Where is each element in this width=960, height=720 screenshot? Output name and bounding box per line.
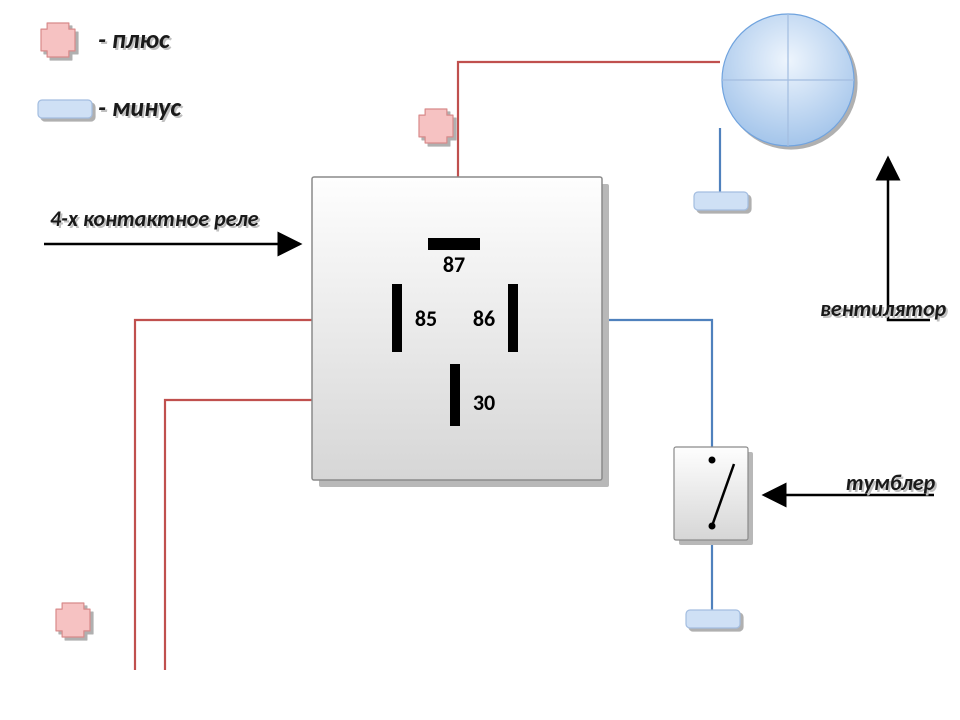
pin-86: [508, 284, 518, 352]
relay-label: 4-х контактное реле 4-х контактное реле: [50, 205, 261, 234]
diagram-canvas: 87 85 86 30 - плюс - плюс: [0, 0, 960, 720]
pin-87: [428, 238, 480, 250]
pin-85: [392, 284, 402, 352]
pin-85-label: 85: [415, 305, 437, 332]
svg-text:тумблер: тумблер: [846, 469, 936, 496]
legend-plus-label: - плюс - плюс: [98, 23, 172, 57]
pin-86-label: 86: [473, 305, 495, 332]
svg-text:- плюс: - плюс: [98, 23, 170, 55]
svg-text:- минус: - минус: [98, 91, 181, 123]
legend-plus-icon: [41, 23, 75, 57]
pin-30: [450, 364, 460, 426]
fan-label: вентилятор вентилятор: [820, 295, 949, 324]
minus-bar-switch: [686, 610, 740, 628]
switch: [674, 447, 753, 545]
relay: 87 85 86 30: [312, 177, 609, 487]
pin-87-label: 87: [443, 251, 465, 278]
fan: [722, 14, 854, 146]
plus-icon: [419, 109, 453, 143]
svg-text:4-х контактное реле: 4-х контактное реле: [50, 205, 259, 232]
switch-label: тумблер тумблер: [846, 469, 938, 498]
svg-text:вентилятор: вентилятор: [820, 295, 947, 322]
minus-bar-fan: [694, 192, 748, 210]
legend-minus-label: - минус - минус: [98, 91, 183, 125]
plus-icon: [56, 603, 90, 637]
pin-30-label: 30: [473, 389, 495, 416]
legend-minus-icon: [38, 100, 92, 118]
